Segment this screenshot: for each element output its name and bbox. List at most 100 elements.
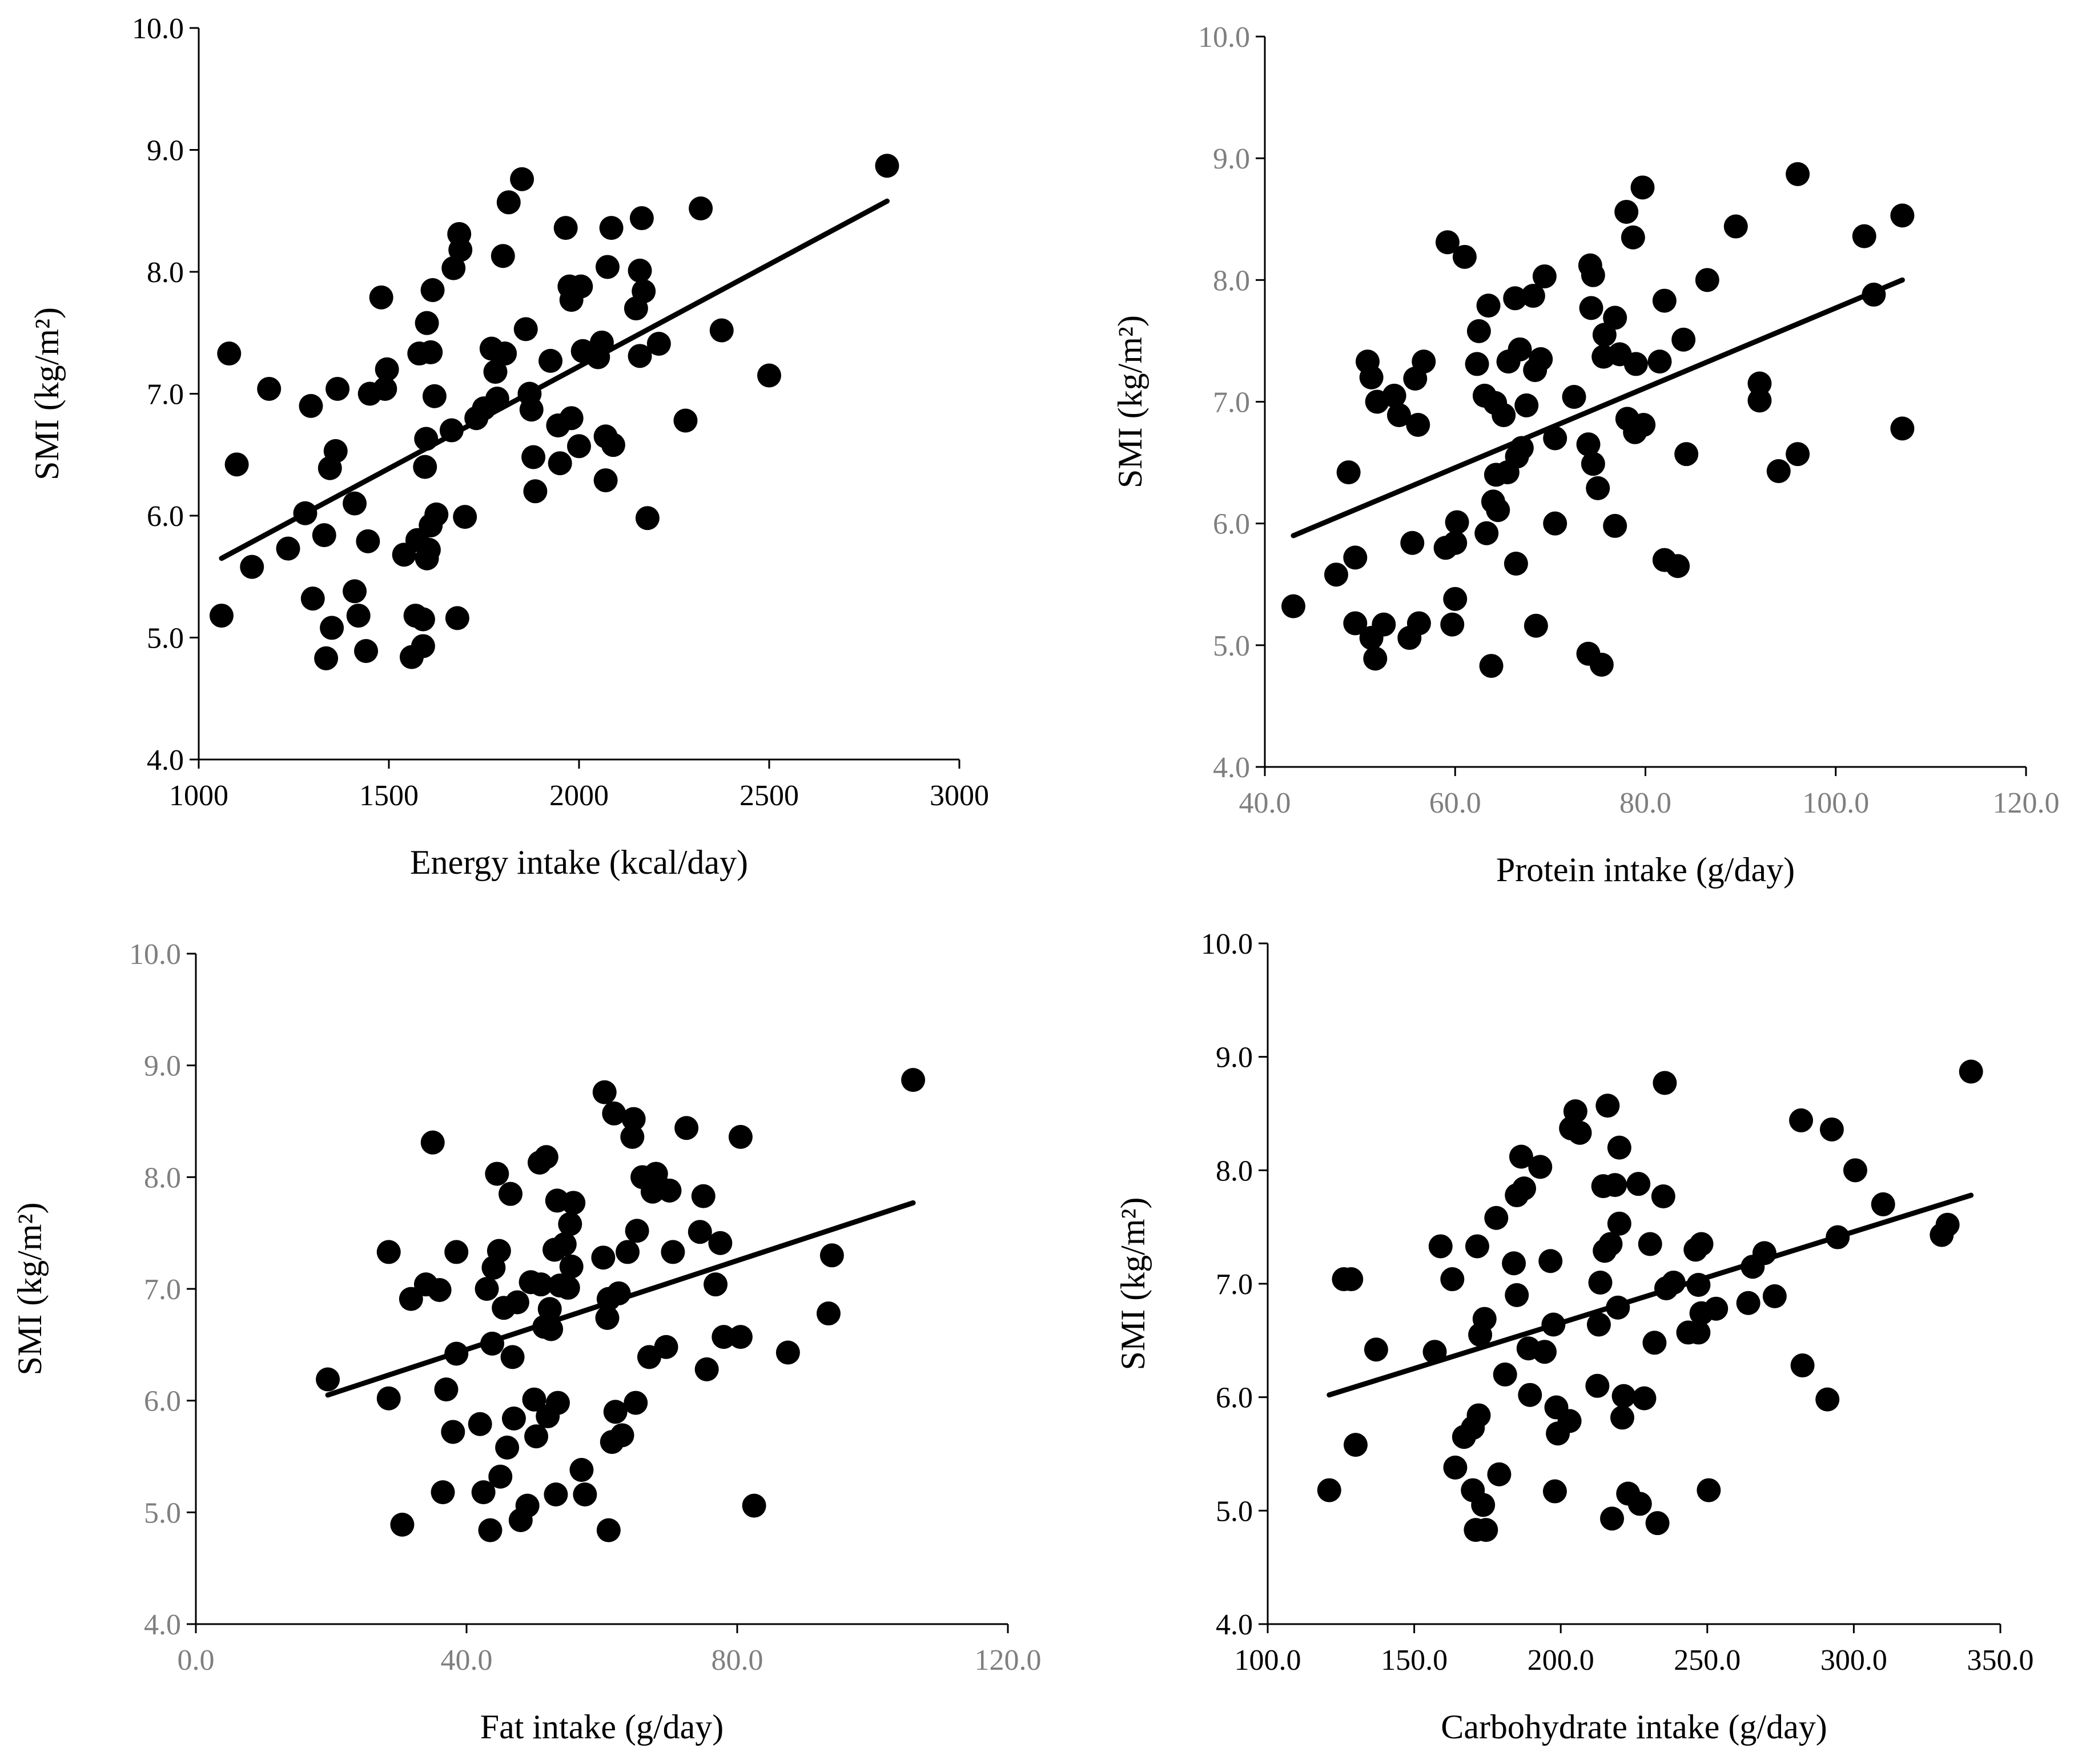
protein-points xyxy=(1281,162,1915,678)
carbohydrate-point xyxy=(1538,1249,1563,1273)
protein-point xyxy=(1514,393,1539,417)
energy-point xyxy=(209,604,234,628)
fat-point xyxy=(556,1276,580,1300)
fat-point xyxy=(561,1191,586,1215)
carbohydrate-point xyxy=(1532,1340,1557,1364)
carbohydrate-point xyxy=(1585,1373,1610,1398)
carbohydrate-point xyxy=(1626,1172,1651,1196)
carbohydrate-x-tick-label: 200.0 xyxy=(1528,1644,1594,1677)
protein-point xyxy=(1529,347,1553,371)
energy-point xyxy=(510,167,534,191)
protein-point xyxy=(1543,426,1567,451)
energy-y-tick-label: 4.0 xyxy=(147,744,184,777)
protein-x-tick-label: 120.0 xyxy=(1993,787,2060,819)
fat-y-tick-label: 6.0 xyxy=(144,1385,181,1418)
fat-point xyxy=(728,1124,753,1149)
protein-y-tick-label: 5.0 xyxy=(1213,630,1250,662)
fat-point xyxy=(487,1239,511,1263)
energy-point xyxy=(553,216,578,240)
carbohydrate-point xyxy=(1474,1518,1498,1542)
fat-point xyxy=(376,1240,401,1264)
carbohydrate-point xyxy=(1317,1478,1341,1502)
fat-point xyxy=(624,1391,648,1415)
protein-point xyxy=(1786,162,1810,186)
carbohydrate-point xyxy=(1790,1353,1815,1378)
protein-point xyxy=(1474,521,1499,545)
carbohydrate-point xyxy=(1502,1251,1526,1276)
fat-point xyxy=(399,1287,423,1311)
carbohydrate-point xyxy=(1642,1331,1667,1355)
energy-point xyxy=(320,616,344,640)
chart-fat: 4.0 5.0 6.0 7.0 8.0 9.0 10.0 0.0 40.0 80.0 120.0 Fa… xyxy=(11,938,1042,1746)
energy-point xyxy=(375,357,399,381)
protein-y-tick-label: 6.0 xyxy=(1213,508,1250,541)
energy-point xyxy=(224,452,249,477)
energy-point xyxy=(300,586,325,611)
fat-point xyxy=(441,1420,465,1444)
carbohydrate-point xyxy=(1843,1158,1867,1183)
fat-point xyxy=(708,1231,733,1255)
protein-point xyxy=(1445,510,1469,535)
energy-point xyxy=(448,238,473,262)
protein-point xyxy=(1440,612,1465,637)
carbohydrate-point xyxy=(1789,1108,1814,1132)
protein-x-tick-label: 100.0 xyxy=(1802,787,1869,819)
carbohydrate-points xyxy=(1317,1059,1983,1542)
protein-point xyxy=(1400,531,1425,555)
fat-point xyxy=(468,1412,492,1436)
fat-point xyxy=(444,1240,469,1264)
energy-y-tick-label: 6.0 xyxy=(147,500,184,533)
fat-point xyxy=(552,1232,577,1256)
energy-point xyxy=(601,433,625,457)
fat-point xyxy=(592,1080,617,1104)
fat-y-tick-label: 10.0 xyxy=(129,938,181,971)
carbohydrate-point xyxy=(1959,1059,1983,1084)
fat-point xyxy=(595,1305,620,1330)
fat-point xyxy=(522,1387,546,1412)
carbohydrate-y-tick-label: 10.0 xyxy=(1201,928,1253,961)
fat-y-tick-label: 4.0 xyxy=(144,1609,181,1641)
energy-point xyxy=(875,154,899,178)
protein-point xyxy=(1372,612,1396,637)
fat-point xyxy=(505,1290,529,1315)
carbohydrate-point xyxy=(1588,1271,1613,1295)
carbohydrate-point xyxy=(1607,1211,1631,1236)
fat-points xyxy=(316,1068,926,1542)
fat-point xyxy=(616,1240,640,1264)
fat-point xyxy=(524,1424,549,1449)
energy-point xyxy=(343,579,367,604)
fat-point xyxy=(688,1220,712,1244)
energy-x-tick-label: 1000 xyxy=(169,779,228,812)
energy-point xyxy=(629,206,654,231)
fat-x-tick-label: 0.0 xyxy=(178,1644,215,1677)
protein-point xyxy=(1486,498,1510,523)
fat-point xyxy=(420,1130,445,1155)
carbohydrate-point xyxy=(1509,1144,1533,1169)
protein-point xyxy=(1786,442,1810,467)
protein-point xyxy=(1890,416,1915,441)
carbohydrate-point xyxy=(1563,1099,1587,1124)
fat-point xyxy=(569,1457,594,1482)
fat-point xyxy=(475,1277,499,1301)
carbohydrate-point xyxy=(1871,1192,1895,1216)
protein-point xyxy=(1852,224,1876,248)
protein-point xyxy=(1443,586,1468,611)
carbohydrate-point xyxy=(1611,1384,1636,1408)
energy-point xyxy=(445,606,469,630)
energy-point xyxy=(441,256,466,280)
energy-point xyxy=(567,434,591,459)
fat-point xyxy=(434,1377,459,1402)
fat-point xyxy=(625,1219,649,1243)
protein-point xyxy=(1652,288,1677,313)
fat-point xyxy=(431,1480,455,1505)
energy-point xyxy=(493,341,517,366)
protein-y-axis-title: SMI (kg/m²) xyxy=(1111,315,1149,488)
fat-point xyxy=(485,1162,509,1186)
energy-point xyxy=(628,258,652,283)
fat-point xyxy=(534,1145,558,1170)
energy-point xyxy=(413,455,437,479)
fat-point xyxy=(742,1493,766,1518)
fat-point xyxy=(728,1325,753,1349)
fat-point xyxy=(620,1124,645,1149)
protein-point xyxy=(1589,652,1614,677)
